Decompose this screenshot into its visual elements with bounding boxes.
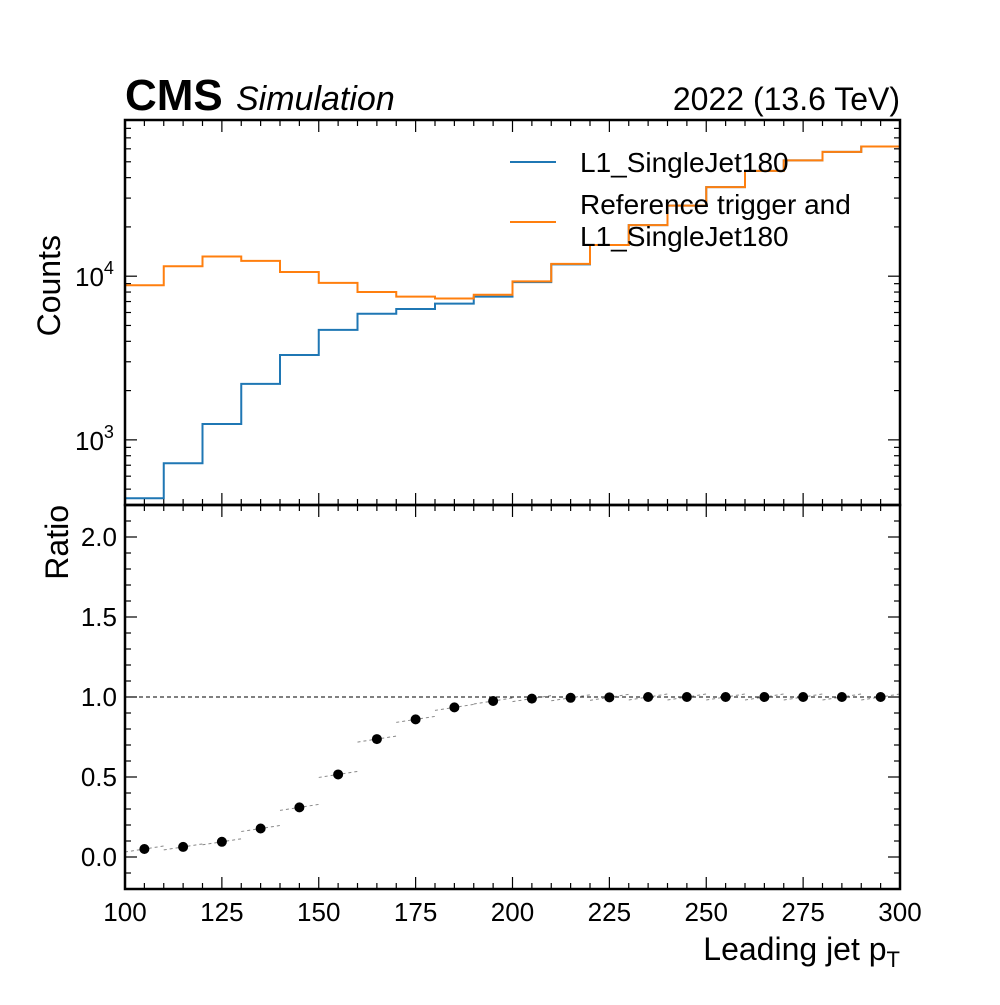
x-axis-label: Leading jet pT xyxy=(703,931,900,972)
y-tick-label: 1.5 xyxy=(81,602,117,632)
x-tick-label: 275 xyxy=(781,897,824,927)
ratio-point xyxy=(333,769,344,780)
ratio-point xyxy=(139,844,150,854)
top-y-tick-label: 103 xyxy=(75,422,114,456)
tick-label-base: 10 xyxy=(75,426,104,456)
bottom-ylabel: Ratio xyxy=(39,505,75,580)
ratio-points-group xyxy=(124,692,901,854)
tick-label-exponent: 4 xyxy=(104,258,114,278)
ratio-point xyxy=(178,841,189,852)
ratio-point xyxy=(875,692,886,702)
y-tick-label: 2.0 xyxy=(81,522,117,552)
x-axis-label-main: Leading jet p xyxy=(703,931,886,967)
y-tick-label: 0.0 xyxy=(81,842,117,872)
legend-label-2-line-1: Reference trigger and xyxy=(580,189,851,220)
ratio-point xyxy=(449,702,460,713)
top-y-tick-label: 104 xyxy=(75,258,114,292)
y-tick-label: 1.0 xyxy=(81,682,117,712)
ratio-point xyxy=(565,692,576,703)
ratio-point xyxy=(526,693,537,704)
ratio-point xyxy=(643,692,654,702)
ratio-point xyxy=(371,734,382,745)
ratio-point xyxy=(798,692,809,702)
x-tick-label: 150 xyxy=(297,897,340,927)
series-line-2 xyxy=(125,145,900,300)
y-tick-label: 0.5 xyxy=(81,762,117,792)
ratio-point xyxy=(836,692,847,702)
bottom-panel: Ratio 100 125 150 175 200 225 250 275 3000.00.51… xyxy=(39,503,922,972)
legend-label-2: Reference trigger and L1_SingleJet180 xyxy=(580,189,851,252)
experiment-label: CMS xyxy=(125,71,223,120)
bottom-axes-frame xyxy=(123,503,902,891)
ratio-point xyxy=(720,692,731,702)
x-tick-label: 175 xyxy=(394,897,437,927)
ratio-point xyxy=(604,692,615,703)
x-tick-label: 225 xyxy=(588,897,631,927)
x-tick-label: 125 xyxy=(200,897,243,927)
tick-label-base: 10 xyxy=(75,262,104,292)
ratio-point xyxy=(255,823,266,834)
ratio-point xyxy=(410,714,421,725)
x-tick-label: 250 xyxy=(685,897,728,927)
ratio-point xyxy=(759,692,770,702)
simulation-label: Simulation xyxy=(236,80,395,118)
x-axis-label-sub: T xyxy=(887,947,900,972)
ratio-point xyxy=(294,802,305,813)
legend-label-1: L1_SingleJet180 xyxy=(580,147,789,178)
x-tick-label: 200 xyxy=(491,897,534,927)
bottom-tick-group: 100 125 150 175 200 225 250 275 300 0.0 0.5 1.0 1.5 2… xyxy=(81,504,922,927)
ratio-point xyxy=(216,836,227,847)
x-tick-label: 100 xyxy=(103,897,146,927)
ratio-point xyxy=(488,696,499,706)
ratio-point xyxy=(681,692,692,702)
lumi-label: 2022 (13.6 TeV) xyxy=(673,81,900,117)
legend-label-2-line-2: L1_SingleJet180 xyxy=(580,221,789,252)
top-ylabel: Counts xyxy=(31,235,67,336)
top-series-group xyxy=(125,145,900,500)
x-tick-label: 300 xyxy=(878,897,921,927)
tick-label-exponent: 3 xyxy=(104,422,114,442)
